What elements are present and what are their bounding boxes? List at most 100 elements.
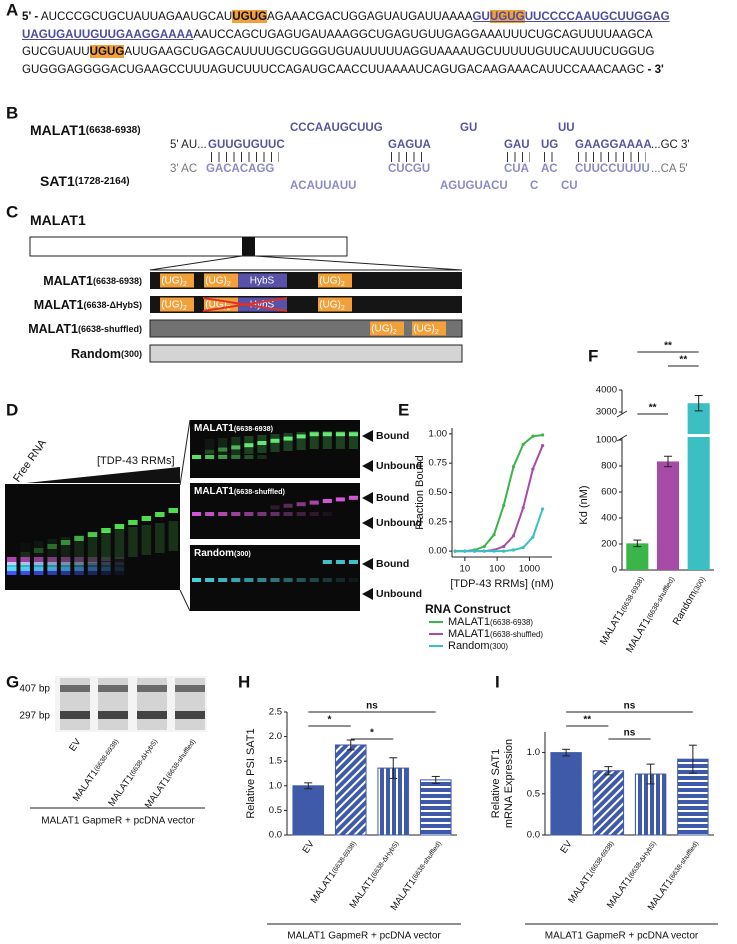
gel-band: [244, 455, 254, 459]
gel-band: [192, 455, 202, 459]
y-axis-label: Relative PSI SAT1: [245, 728, 257, 818]
legend-label: Random(300): [448, 640, 508, 652]
bar: [292, 785, 325, 836]
gel-band: [114, 562, 125, 571]
legend-label: MALAT1(6638-6938): [448, 616, 533, 628]
gel-band: [322, 499, 332, 503]
x-tick-label: EV: [558, 838, 575, 855]
bar-break: [686, 434, 711, 437]
motif-box: [318, 297, 352, 312]
y-axis-label: mRNA Expression: [503, 739, 515, 828]
unbound-label: Unbound: [376, 588, 422, 600]
gel-band: [98, 685, 128, 692]
connector: [179, 419, 191, 486]
gel-band: [257, 455, 267, 459]
data-point: [472, 549, 477, 553]
strand-end: ...CA 5': [651, 163, 688, 175]
deletion-cross: [202, 297, 288, 312]
gel-band: [175, 685, 205, 692]
gel-band: [20, 562, 30, 571]
data-point: [492, 533, 496, 537]
gel-band: [244, 512, 254, 516]
data-point: [502, 549, 506, 553]
construct-label: Random(300): [71, 347, 142, 361]
y-tick-label: 0.5: [527, 788, 540, 799]
motif-box: [160, 273, 194, 288]
gel-band: [60, 711, 90, 719]
gel-band: [309, 500, 319, 505]
gel-band: [60, 685, 90, 692]
seq: GUCGUAUU: [22, 45, 90, 58]
bar: [656, 461, 680, 570]
gel-band: [218, 578, 228, 582]
zoom-lines: [149, 255, 463, 271]
y-tick-label: 3000: [596, 407, 617, 418]
end-label: - 3': [647, 62, 664, 76]
x-tick-label: 10: [460, 564, 471, 575]
gel-band: [335, 497, 345, 502]
series-line: [455, 445, 544, 553]
hybs: GU: [472, 10, 490, 23]
gel-label: MALAT1(6638-shuffled): [194, 486, 286, 497]
hybs-box: [238, 273, 287, 288]
seq: AUUGAAGCUGAGCAUUUUGCUGGGUGUAUUUUUAGGUAAA…: [124, 45, 655, 58]
y-tick-label: 1000: [596, 435, 617, 446]
gel-band: [231, 512, 241, 516]
gel-band: [7, 567, 17, 575]
gel-band: [322, 512, 332, 516]
motif-label: (UG)2: [371, 324, 397, 336]
construct-bar: [150, 272, 462, 289]
gel-band: [114, 567, 125, 575]
legend-label: MALAT1(6638-shuffled): [448, 628, 543, 640]
data-point: [453, 549, 457, 553]
data-point: [511, 548, 516, 552]
panel-letter: I: [495, 673, 500, 692]
gel-band: [20, 567, 30, 575]
gel-band: [283, 433, 293, 451]
gel-band: [7, 562, 17, 571]
x-tick-label: 1000: [519, 564, 540, 575]
motif-label: (UG)2: [161, 300, 187, 312]
gel-band: [283, 578, 293, 582]
seq: GUGGGAGGGGACUGAAGCCUUUAGUCUUUCCAGAUGCAAC…: [22, 62, 645, 76]
gel-band: [192, 578, 202, 582]
gel-band: [33, 541, 44, 571]
gel-band: [309, 431, 319, 449]
y-tick-label: 200: [601, 539, 617, 550]
strand: AC: [541, 163, 558, 175]
strand-end: ...GC 3': [651, 139, 690, 151]
x-tick-label: EV: [300, 838, 317, 855]
motif: UGUG: [89, 45, 125, 58]
gel-band: [257, 512, 267, 516]
gel-band: [257, 578, 267, 582]
data-point: [531, 535, 535, 539]
gel-band: [218, 438, 228, 456]
motif: UGUG: [232, 10, 267, 23]
data-point: [511, 465, 516, 469]
hybs: UAGUGAUUGUUGAAGGAAAA: [22, 27, 194, 41]
axis-break: [616, 410, 628, 418]
unbound-label: Unbound: [376, 460, 422, 472]
panel-letter: H: [238, 673, 250, 692]
motif-sub: 2: [183, 281, 187, 288]
data-point: [541, 507, 545, 511]
gel-band: [87, 533, 98, 563]
gel-band: [128, 527, 138, 557]
gel-band: [20, 557, 30, 565]
x-tick-label: Random(300): [671, 574, 708, 627]
region: [242, 237, 255, 256]
gel-band: [257, 435, 267, 453]
strand-end: 3' AC: [170, 163, 197, 175]
titration-label: [TDP-43 RRMs]: [97, 455, 175, 467]
panel-letter: G: [6, 673, 19, 692]
bar: [377, 767, 410, 836]
y-tick-label: 1.0: [269, 780, 282, 791]
gel-band: [98, 711, 128, 719]
gel-band: [101, 531, 111, 561]
motif-sub: 2: [393, 329, 397, 336]
gel-band: [231, 437, 241, 455]
y-tick-label: 1.00: [429, 428, 448, 439]
x-tick-label: 100: [489, 564, 505, 575]
gel-band: [60, 537, 71, 567]
